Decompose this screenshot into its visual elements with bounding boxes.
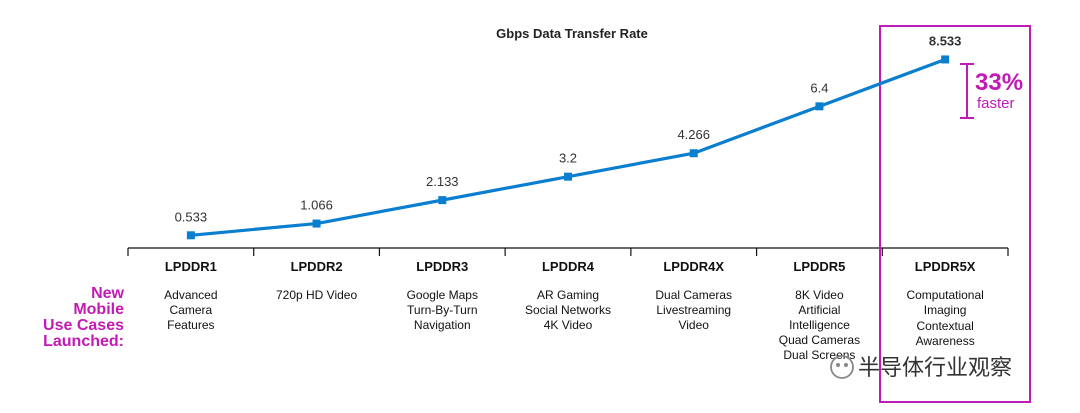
- data-point: [312, 219, 321, 228]
- use-case-label: Contextual: [916, 319, 973, 333]
- use-case-label: Imaging: [924, 303, 967, 317]
- data-points: [186, 55, 950, 240]
- data-value-labels: 0.533 1.066 2.133 3.2 4.266 6.4 8.533: [175, 33, 962, 224]
- use-case-label: Social Networks: [525, 303, 611, 317]
- highlight-box: [879, 25, 1031, 403]
- data-point: [564, 172, 572, 181]
- chart-title: Gbps Data Transfer Rate: [496, 26, 648, 41]
- use-case-label: Awareness: [916, 334, 975, 348]
- use-case-label: Dual Cameras: [655, 288, 732, 302]
- x-tick-label: LPDDR4: [542, 259, 595, 274]
- x-tick-label: LPDDR2: [291, 259, 343, 274]
- growth-annotation: 33% faster: [960, 63, 1023, 119]
- use-case-label: Quad Cameras: [779, 333, 860, 347]
- x-axis-ticks: [127, 248, 1009, 256]
- side-label-line: Launched:: [43, 333, 124, 350]
- data-label: 4.266: [677, 127, 710, 142]
- use-case-label: Intelligence: [789, 318, 850, 332]
- data-point: [941, 55, 950, 64]
- x-tick-label: LPDDR5X: [915, 259, 976, 274]
- data-point: [689, 149, 698, 158]
- data-label: 1.066: [300, 198, 333, 213]
- use-case-label: Video: [678, 318, 709, 332]
- growth-text: faster: [977, 95, 1015, 112]
- use-case-label: Features: [167, 318, 214, 332]
- x-tick-label: LPDDR4X: [663, 259, 724, 274]
- use-case-label: Livestreaming: [656, 303, 731, 317]
- x-tick-label: LPDDR3: [416, 259, 468, 274]
- use-case-label: 720p HD Video: [276, 288, 357, 302]
- side-label-line: Mobile: [73, 301, 124, 318]
- data-point: [186, 231, 195, 240]
- data-label: 0.533: [175, 209, 208, 224]
- use-case-label: 4K Video: [544, 318, 593, 332]
- watermark-text: 半导体行业观察: [858, 355, 1012, 380]
- data-label: 8.533: [929, 33, 962, 48]
- data-point: [815, 102, 824, 111]
- data-label: 2.133: [426, 174, 459, 189]
- use-case-label: AR Gaming: [537, 288, 599, 302]
- use-case-label: Artificial: [798, 303, 840, 317]
- use-case-label: Dual Screens: [783, 348, 855, 362]
- use-case-label: Turn-By-Turn: [407, 303, 477, 317]
- use-case-label: Advanced: [164, 288, 217, 302]
- side-label: New Mobile Use Cases Launched:: [43, 285, 125, 350]
- use-case-label: 8K Video: [795, 288, 844, 302]
- category-labels: LPDDR1 LPDDR2 LPDDR3 LPDDR4 LPDDR4X LPDDR5 LPD…: [165, 259, 976, 274]
- use-case-label: Computational: [906, 288, 983, 302]
- use-case-label: Google Maps: [407, 288, 478, 302]
- watermark-icon-dot: [836, 363, 840, 367]
- data-point: [438, 196, 447, 205]
- use-case-label: Camera: [170, 303, 213, 317]
- watermark-icon: [830, 355, 854, 379]
- data-label: 3.2: [559, 151, 577, 166]
- watermark: 半导体行业观察: [830, 355, 1012, 380]
- side-label-line: New: [91, 285, 124, 302]
- data-label: 6.4: [810, 80, 828, 95]
- use-case-label: Navigation: [414, 318, 471, 332]
- x-tick-label: LPDDR1: [165, 259, 217, 274]
- x-tick-label: LPDDR5: [793, 259, 845, 274]
- growth-percent: 33%: [975, 69, 1023, 96]
- side-label-line: Use Cases: [43, 317, 124, 334]
- watermark-icon-dot: [844, 363, 848, 367]
